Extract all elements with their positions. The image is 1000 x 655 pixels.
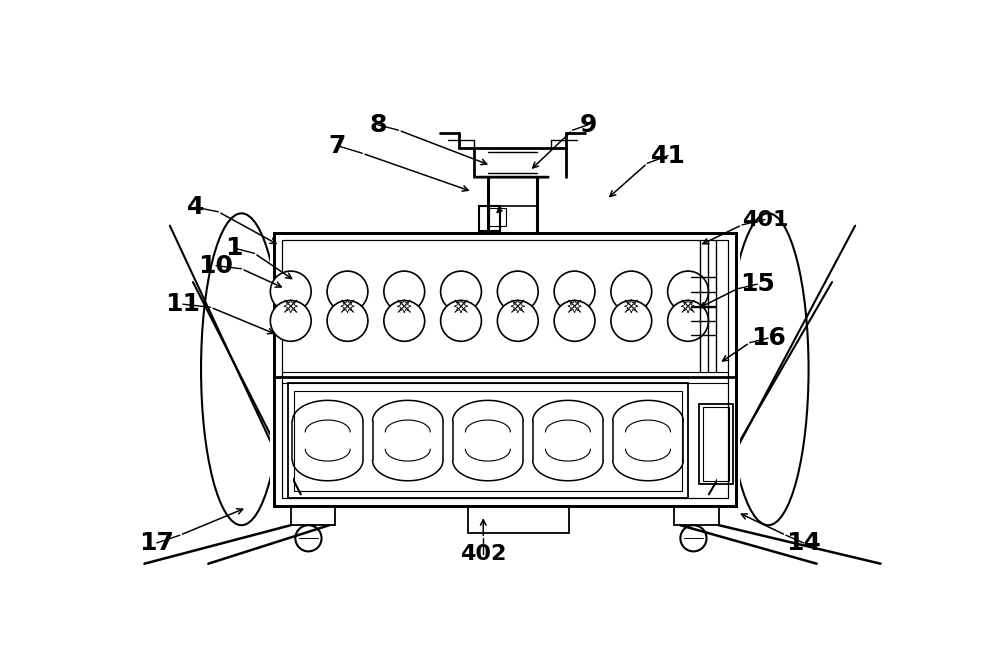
Circle shape (554, 301, 595, 341)
Text: 16: 16 (751, 326, 786, 350)
Circle shape (384, 301, 425, 341)
Bar (282, 240, 728, 498)
Text: 8: 8 (369, 113, 386, 137)
Ellipse shape (728, 214, 809, 525)
Circle shape (611, 301, 652, 341)
Ellipse shape (201, 214, 282, 525)
Circle shape (327, 301, 368, 341)
Bar (282, 240, 728, 498)
Circle shape (441, 271, 481, 312)
Text: 4: 4 (187, 195, 204, 219)
Text: 10: 10 (199, 253, 234, 278)
Bar (489, 208, 506, 227)
Circle shape (497, 271, 538, 312)
Bar (274, 233, 736, 506)
Text: 1: 1 (225, 236, 243, 260)
Bar (717, 229, 740, 510)
Circle shape (497, 301, 538, 341)
Bar (674, 506, 719, 525)
Circle shape (327, 271, 368, 312)
Text: 17: 17 (139, 531, 174, 555)
Bar (699, 403, 733, 485)
Bar (291, 506, 335, 525)
Bar (703, 407, 729, 481)
Text: 9: 9 (579, 113, 597, 137)
Circle shape (611, 271, 652, 312)
Bar (468, 506, 569, 533)
Text: 7: 7 (328, 134, 346, 158)
Text: 401: 401 (742, 210, 788, 229)
Circle shape (270, 301, 311, 341)
Text: 11: 11 (165, 292, 200, 316)
Bar (288, 383, 688, 498)
Bar (270, 229, 293, 510)
Circle shape (554, 271, 595, 312)
Bar (479, 206, 500, 231)
Text: 402: 402 (460, 544, 506, 564)
Text: 15: 15 (740, 272, 775, 296)
Text: 14: 14 (786, 531, 821, 555)
Circle shape (441, 301, 481, 341)
Circle shape (384, 271, 425, 312)
Circle shape (668, 271, 708, 312)
Circle shape (668, 301, 708, 341)
Bar (294, 390, 682, 491)
Text: 41: 41 (651, 143, 685, 168)
Circle shape (270, 271, 311, 312)
Bar (274, 233, 736, 506)
